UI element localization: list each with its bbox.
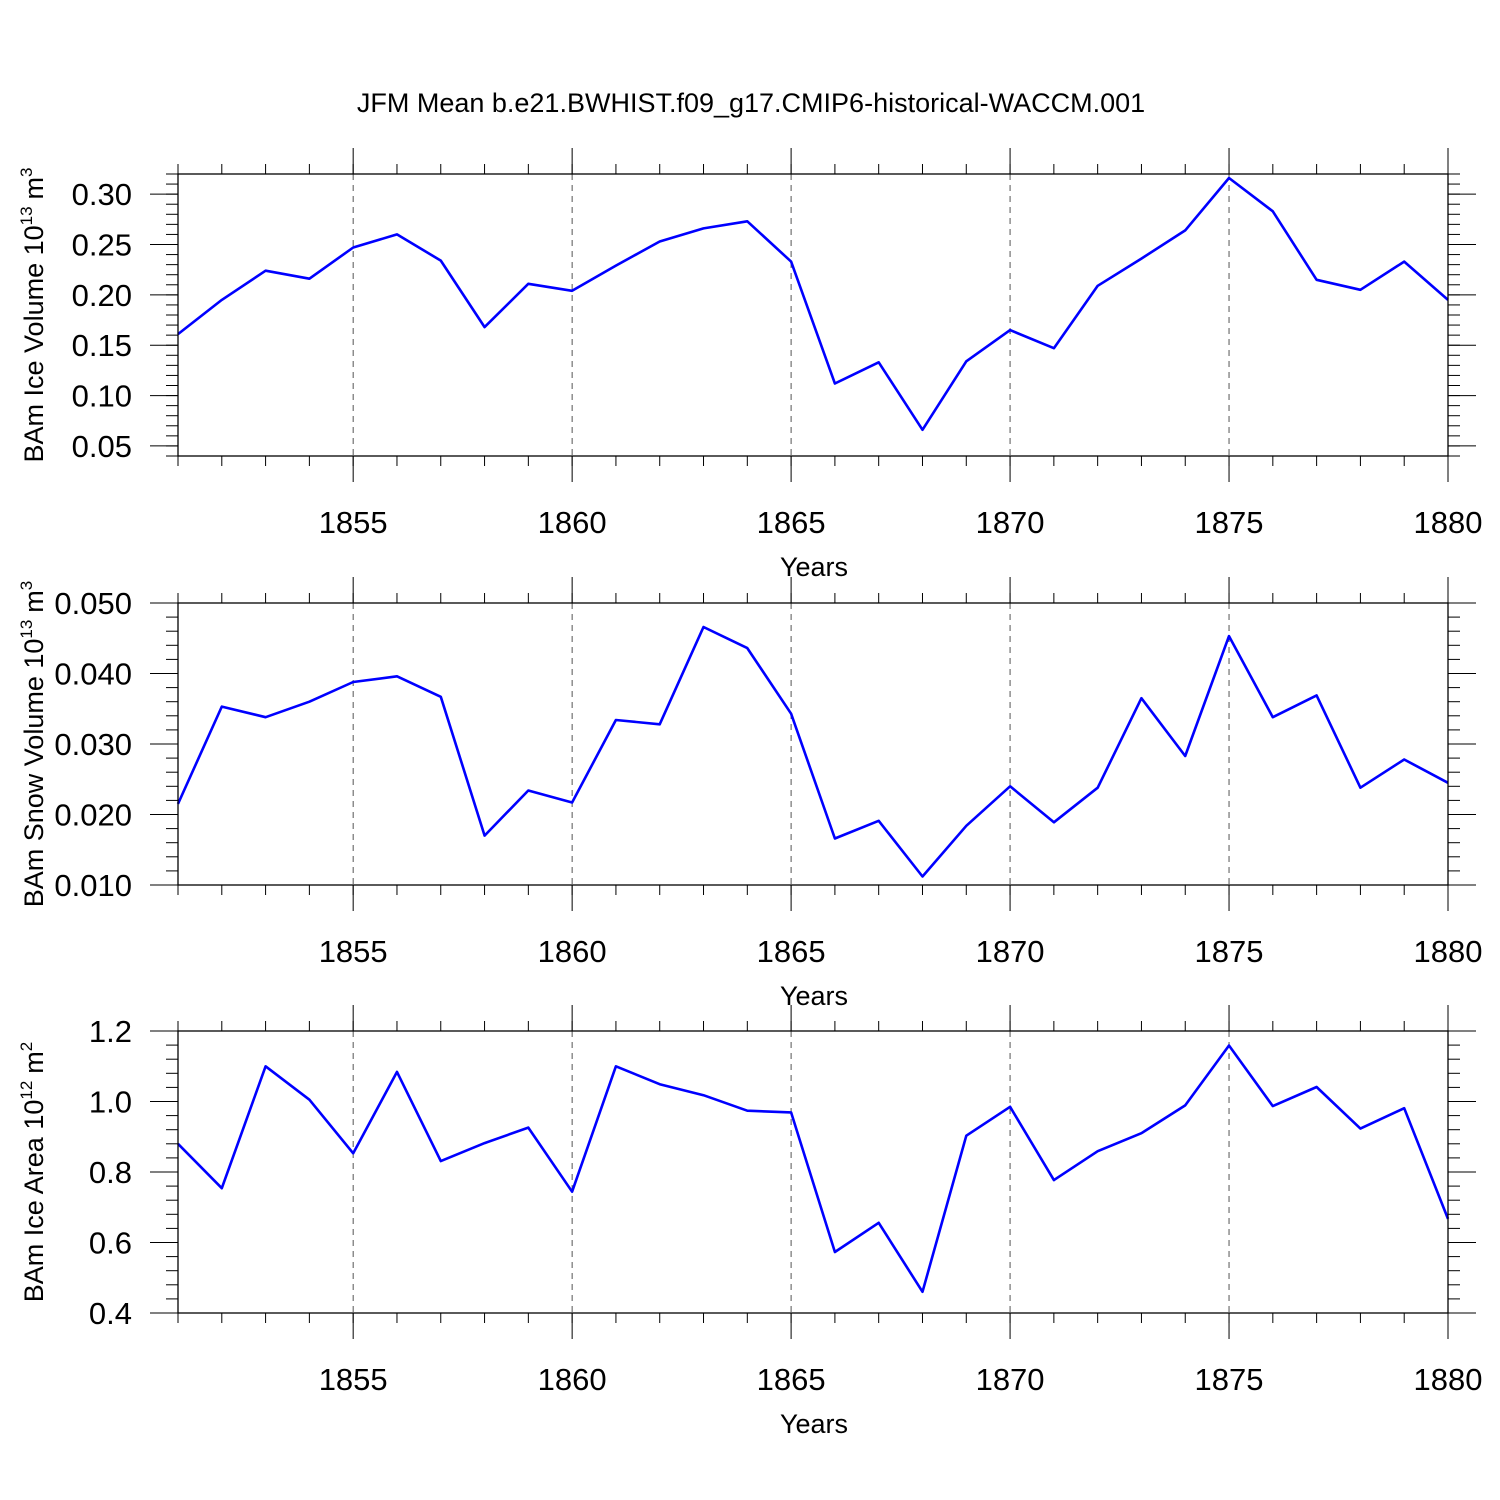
x-tick-label: 1880 — [1414, 934, 1483, 969]
y-axis-label-exponent: 13 — [17, 206, 36, 225]
y-tick-label: 0.10 — [72, 379, 132, 414]
plot-frame — [177, 602, 1449, 886]
y-tick-label: 0.040 — [54, 657, 132, 692]
y-tick-label: 0.05 — [72, 429, 132, 464]
x-tick-label: 1870 — [976, 934, 1045, 969]
x-tick-label: 1875 — [1195, 1362, 1264, 1397]
panel-2: 0.010 0.020 0.030 0.040 0.050 1855 1860 1865 187… — [17, 577, 1482, 1011]
x-tick-label: 1860 — [538, 505, 607, 540]
y-tick-label: 1.2 — [89, 1014, 132, 1049]
y-tick-label: 0.15 — [72, 328, 132, 363]
y-tick-label: 0.8 — [89, 1155, 132, 1190]
y-axis-label-exponent: 13 — [17, 620, 36, 639]
series-line — [177, 176, 1449, 432]
y-axis-label: BAm Snow Volume 1013 m3 — [17, 581, 49, 908]
x-tick-label: 1880 — [1414, 505, 1483, 540]
y-tick-label: 0.020 — [54, 798, 132, 833]
series-line — [176, 625, 1449, 878]
x-axis-label: Years — [780, 1409, 848, 1439]
x-tick-label: 1865 — [757, 505, 826, 540]
y-axis-label-text: BAm Ice Area 10 — [19, 1100, 49, 1303]
y-tick-label: 0.050 — [54, 586, 132, 621]
x-tick-label: 1875 — [1195, 934, 1264, 969]
y-axis-label: BAm Ice Area 1012 m2 — [17, 1042, 49, 1303]
x-tick-label: 1855 — [319, 1362, 388, 1397]
x-tick-label: 1865 — [757, 1362, 826, 1397]
y-axis-label-unit-exponent: 3 — [17, 581, 36, 590]
y-axis-label-unit: m — [19, 177, 49, 200]
y-axis-label: BAm Ice Volume 1013 m3 — [17, 167, 49, 462]
y-tick-label: 0.6 — [89, 1226, 132, 1261]
y-tick-label: 0.010 — [54, 868, 132, 903]
x-tick-label: 1855 — [319, 934, 388, 969]
x-tick-label: 1875 — [1195, 505, 1264, 540]
x-axis-label: Years — [780, 981, 848, 1011]
y-axis-label-unit: m — [19, 590, 49, 613]
plot-frame — [177, 173, 1449, 457]
x-tick-label: 1855 — [319, 505, 388, 540]
y-tick-label: 1.0 — [89, 1085, 132, 1120]
x-tick-label: 1865 — [757, 934, 826, 969]
x-axis-label: Years — [780, 552, 848, 582]
x-tick-label: 1870 — [976, 1362, 1045, 1397]
plot-frame — [177, 1030, 1449, 1314]
y-tick-label: 0.4 — [89, 1296, 132, 1331]
y-axis-label-text: BAm Snow Volume 10 — [19, 639, 49, 908]
y-tick-label: 0.20 — [72, 278, 132, 313]
x-tick-label: 1860 — [538, 934, 607, 969]
x-tick-label: 1860 — [538, 1362, 607, 1397]
y-axis-label-exponent: 12 — [17, 1081, 36, 1100]
y-tick-label: 0.030 — [54, 727, 132, 762]
panel-3: 0.4 0.6 0.8 1.0 1.2 1855 1860 1865 1870 1875 1880 Y… — [17, 1005, 1482, 1439]
y-axis-label-unit-exponent: 2 — [17, 1042, 36, 1051]
y-axis-label-unit: m — [19, 1051, 49, 1074]
panels: 0.05 0.10 0.15 0.20 0.25 0.30 1855 1860 1865 1870… — [17, 148, 1482, 1439]
x-tick-label: 1870 — [976, 505, 1045, 540]
series-line — [177, 1044, 1450, 1294]
y-tick-label: 0.25 — [72, 228, 132, 263]
x-tick-label: 1880 — [1414, 1362, 1483, 1397]
chart-title: JFM Mean b.e21.BWHIST.f09_g17.CMIP6-hist… — [357, 88, 1145, 118]
y-tick-label: 0.30 — [72, 177, 132, 212]
panel-1: 0.05 0.10 0.15 0.20 0.25 0.30 1855 1860 1865 1870… — [17, 148, 1482, 582]
y-axis-label-unit-exponent: 3 — [17, 167, 36, 176]
y-axis-label-text: BAm Ice Volume 10 — [19, 225, 49, 462]
